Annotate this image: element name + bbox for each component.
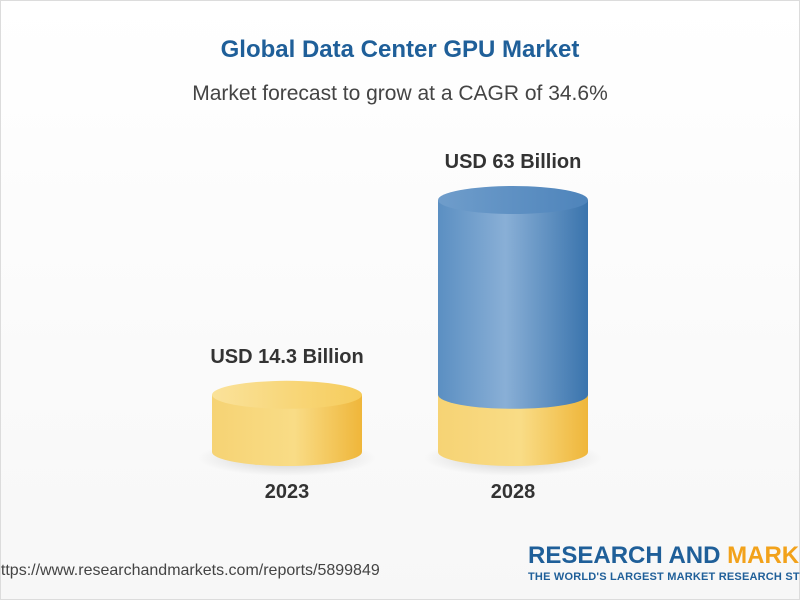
category-label-2023: 2023: [265, 481, 310, 503]
bar-2028-growth: [438, 186, 588, 409]
chart-title: Global Data Center GPU Market: [220, 36, 580, 63]
bar-2028-base-body: [438, 394, 588, 466]
category-label-2028: 2028: [491, 481, 536, 503]
logo-text-accent: MARKETS: [727, 542, 800, 569]
bar-2028-base: [438, 394, 588, 466]
brand-logo: RESEARCH AND MARKETS THE WORLD'S LARGEST…: [528, 542, 800, 600]
bar-2023-body: [212, 394, 362, 466]
bar-2023: [212, 380, 362, 466]
source-url[interactable]: https://www.researchandmarkets.com/repor…: [0, 562, 380, 579]
value-label-2023: USD 14.3 Billion: [210, 346, 363, 368]
logo-wordmark: RESEARCH AND MARKETS: [528, 542, 800, 570]
logo-text-main: RESEARCH AND: [528, 542, 721, 569]
chart-subtitle: Market forecast to grow at a CAGR of 34.…: [192, 82, 608, 105]
bar-2028-growth-body: [438, 200, 588, 409]
bar-2028-growth-top: [438, 186, 588, 214]
logo-tagline: THE WORLD'S LARGEST MARKET RESEARCH STOR…: [528, 571, 800, 583]
bar-2023-top: [212, 380, 362, 409]
value-label-2028: USD 63 Billion: [445, 151, 582, 173]
